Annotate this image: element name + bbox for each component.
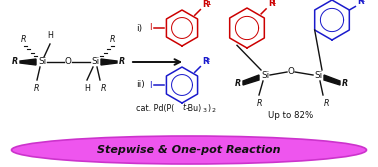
Text: H: H	[84, 84, 90, 93]
Text: R: R	[342, 78, 348, 88]
Polygon shape	[324, 75, 340, 85]
Text: -Bu): -Bu)	[186, 104, 202, 113]
Text: R: R	[268, 0, 275, 8]
Text: Si: Si	[91, 57, 99, 66]
Text: I: I	[150, 80, 152, 90]
Text: R: R	[34, 84, 40, 93]
Text: H: H	[47, 31, 53, 40]
Text: R: R	[235, 78, 241, 88]
Text: Stepwise & One-pot Reaction: Stepwise & One-pot Reaction	[97, 145, 281, 155]
Text: R: R	[202, 0, 209, 9]
Text: R: R	[257, 99, 263, 108]
Text: R: R	[12, 57, 18, 66]
Text: Si: Si	[314, 70, 322, 79]
Polygon shape	[243, 75, 259, 85]
Polygon shape	[101, 59, 117, 65]
Text: R: R	[324, 99, 330, 108]
Text: ): )	[207, 104, 210, 113]
Text: O: O	[288, 67, 294, 76]
Text: 2: 2	[206, 58, 210, 63]
Text: R: R	[101, 84, 107, 93]
Text: Up to 82%: Up to 82%	[268, 111, 314, 120]
Text: Si: Si	[261, 70, 269, 79]
Text: R: R	[110, 35, 116, 44]
Text: O: O	[65, 57, 71, 66]
Ellipse shape	[11, 136, 367, 164]
Polygon shape	[20, 59, 36, 65]
Text: R: R	[202, 57, 209, 66]
Text: Si: Si	[38, 57, 46, 66]
Text: R: R	[357, 0, 364, 6]
Text: 1: 1	[206, 1, 210, 6]
Text: R: R	[21, 35, 27, 44]
Text: t: t	[182, 104, 185, 113]
Text: R: R	[119, 57, 125, 66]
Text: 2: 2	[361, 0, 365, 3]
Text: I: I	[150, 24, 152, 33]
Text: i): i)	[136, 24, 142, 33]
Text: 3: 3	[203, 109, 207, 114]
Text: cat. Pd(P(: cat. Pd(P(	[136, 104, 174, 113]
Text: 1: 1	[271, 1, 276, 6]
Text: 2: 2	[211, 109, 215, 114]
Text: ii): ii)	[136, 80, 145, 90]
